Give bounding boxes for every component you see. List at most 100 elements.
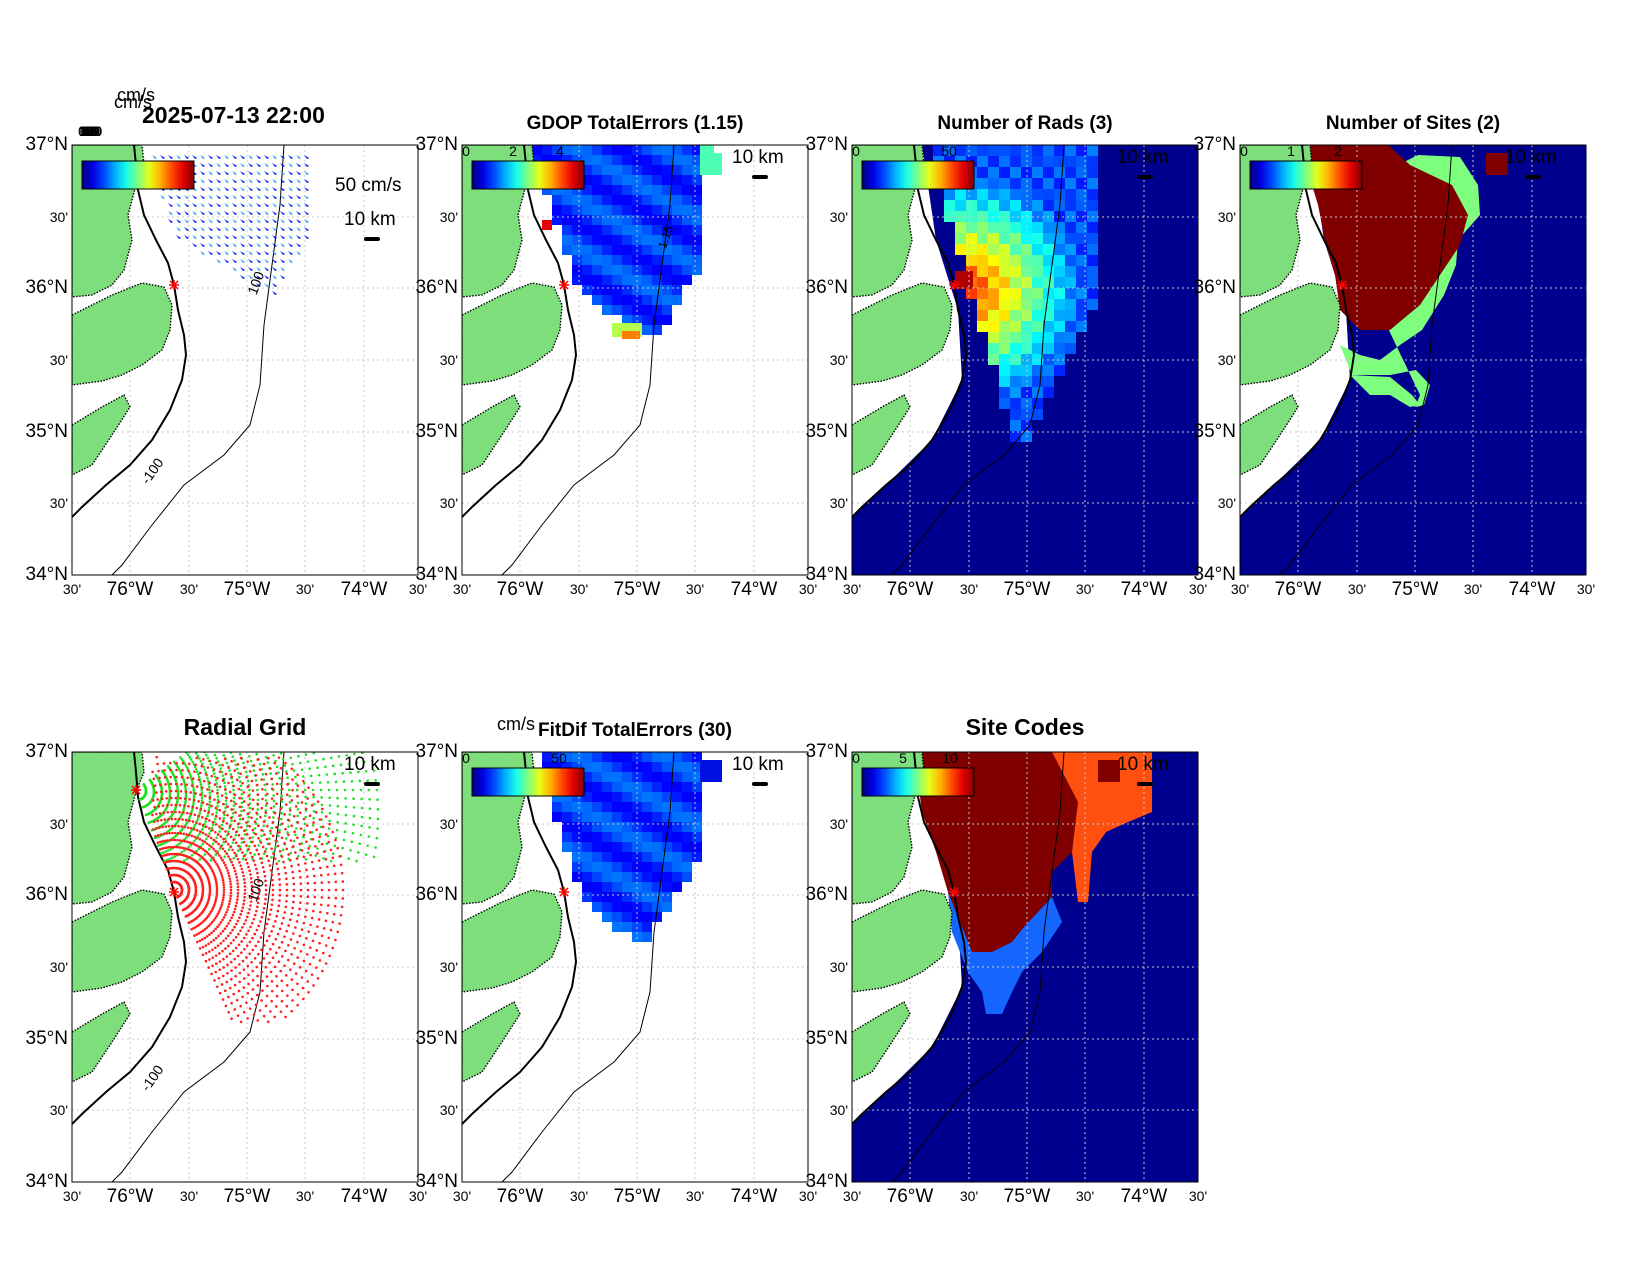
radial-dot-site-b: [334, 888, 338, 892]
error-cell: [622, 852, 632, 862]
radial-dot-site-b: [229, 835, 233, 839]
error-cell: [562, 812, 572, 822]
radial-dot-site-b: [275, 951, 278, 955]
radial-dot-site-b: [241, 851, 244, 854]
radial-dot-site-b: [271, 888, 275, 892]
radial-dot-site-b: [218, 808, 222, 812]
radial-dot-site-a: [144, 813, 148, 817]
rads-cell: [1032, 365, 1043, 376]
radial-dot-site-b: [246, 964, 250, 968]
radial-dot-site-a: [164, 850, 168, 853]
radial-dot-site-b: [260, 915, 264, 919]
y-tick-label: 37°N: [805, 741, 848, 762]
velocity-arrow: [272, 291, 277, 295]
radial-dot-site-a: [279, 752, 283, 755]
radial-dot-site-b: [255, 783, 259, 787]
radial-dot-site-b: [260, 999, 263, 1002]
radial-dot-site-b: [208, 819, 211, 822]
radial-dot-site-b: [261, 989, 264, 992]
error-cell: [692, 832, 702, 842]
rads-cell: [1043, 156, 1054, 167]
radial-dot-site-b: [285, 793, 289, 796]
radial-dot-site-b: [222, 891, 226, 894]
map-canvas: [461, 144, 809, 576]
error-cell: [692, 145, 702, 155]
radial-dot-site-b: [242, 766, 246, 769]
error-cell: [692, 195, 702, 205]
radial-dot-site-b: [235, 901, 239, 905]
radial-dot-site-b: [245, 775, 248, 779]
radial-dot-site-b: [199, 846, 203, 850]
radial-dot-site-a: [336, 820, 339, 824]
x-tick-label: 76°W: [886, 579, 934, 600]
radial-dot-site-b: [193, 843, 196, 846]
radial-dot-site-b: [248, 869, 251, 873]
y-tick-label: 34°N: [25, 564, 68, 585]
radial-dot-site-a: [368, 807, 372, 811]
velocity-arrow: [288, 155, 293, 159]
error-cell: [662, 902, 672, 912]
radial-dot-site-a: [216, 798, 220, 802]
velocity-arrow: [248, 187, 253, 191]
radial-dot-site-a: [376, 827, 379, 830]
error-cell: [672, 265, 682, 275]
radial-dot-site-b: [231, 949, 235, 953]
x-tick-label: 30': [569, 581, 589, 597]
radial-dot-site-b: [284, 974, 288, 977]
radial-dot-site-a: [240, 788, 243, 792]
error-cell: [582, 245, 592, 255]
velocity-arrow: [288, 187, 293, 191]
radial-dot-site-b: [338, 922, 341, 925]
map-canvas: [71, 751, 419, 1183]
error-cell: [612, 802, 622, 812]
radial-dot-site-b: [305, 908, 308, 912]
error-cell: [592, 195, 602, 205]
error-cell: [562, 752, 572, 762]
radial-dot-site-a: [204, 771, 208, 774]
radial-dot-site-b: [240, 867, 244, 871]
y-tick-label: 35°N: [415, 1028, 458, 1049]
radial-dot-site-b: [189, 812, 193, 816]
velocity-arrow: [200, 179, 205, 183]
error-cell: [572, 832, 582, 842]
rads-cell: [1065, 167, 1076, 178]
radial-dot-site-b: [232, 910, 236, 914]
radial-dot-site-b: [272, 852, 275, 855]
radial-dot-site-b: [314, 811, 318, 814]
error-cell: [552, 752, 562, 762]
radial-dot-site-b: [181, 908, 185, 912]
radial-dot-site-a: [296, 801, 300, 805]
radial-dot-site-b: [227, 922, 230, 925]
radial-dot-site-a: [266, 761, 270, 764]
radial-dot-site-b: [233, 869, 237, 873]
radial-dot-site-b: [215, 882, 218, 885]
radial-dot-site-a: [262, 778, 266, 781]
error-cell: [622, 912, 632, 922]
radial-dot-site-b: [301, 779, 305, 783]
radial-dot-site-a: [192, 788, 196, 792]
radial-dot-site-b: [229, 880, 232, 883]
error-cell: [582, 862, 592, 872]
radial-dot-site-a: [322, 857, 325, 860]
velocity-arrow: [232, 235, 237, 239]
radial-dot-site-b: [247, 794, 250, 798]
radial-dot-site-b: [155, 755, 159, 759]
radial-dot-site-a: [224, 792, 228, 795]
radial-dot-site-a: [288, 813, 292, 816]
rads-cell: [1010, 431, 1021, 442]
radial-dot-site-b: [164, 825, 168, 828]
rads-cell: [1076, 266, 1087, 277]
rads-cell: [1043, 310, 1054, 321]
radial-dot-site-a: [138, 798, 142, 801]
radial-dot-site-b: [268, 864, 272, 867]
rads-cell: [1065, 266, 1076, 277]
radial-dot-site-b: [155, 827, 158, 830]
panel-fitdif: FitDif TotalErrors (30) 37°N 30' 36°N 30' 35°…: [416, 714, 818, 1207]
radial-dot-site-b: [240, 825, 243, 829]
radial-dot-site-b: [233, 957, 237, 961]
radial-dot-site-a: [194, 767, 198, 771]
x-tick-label: 74°W: [1120, 579, 1168, 600]
radial-dot-site-b: [309, 946, 312, 949]
radial-dot-site-b: [269, 869, 273, 872]
rads-cell: [955, 222, 966, 233]
